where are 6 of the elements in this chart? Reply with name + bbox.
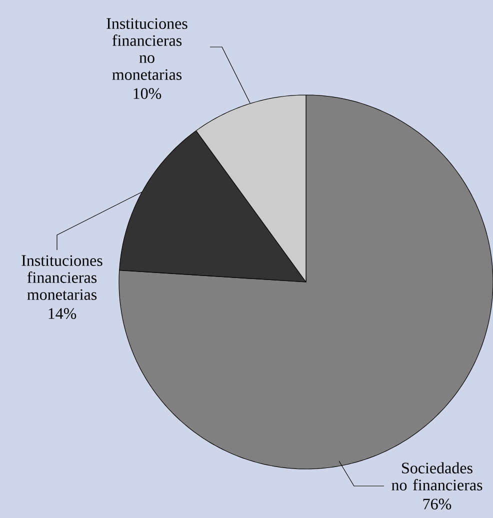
data-label: 14% (48, 308, 76, 319)
slice-label: Instituciones financieras monetarias (22, 255, 102, 300)
data-label: 10% (134, 88, 162, 99)
slice-label: Sociedades no financieras (392, 462, 482, 490)
data-label: 76% (423, 498, 452, 510)
slice-label: Instituciones financieras no monetarias (106, 18, 188, 80)
